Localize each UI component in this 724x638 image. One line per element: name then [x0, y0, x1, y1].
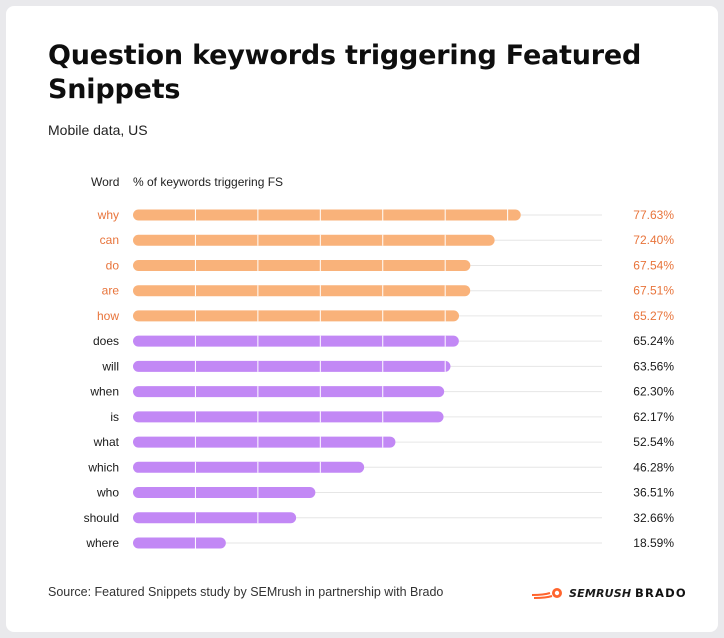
category-label: does: [93, 334, 119, 348]
value-label: 72.40%: [633, 233, 674, 247]
bar: [133, 234, 495, 246]
value-label: 67.51%: [633, 284, 674, 298]
bar: [133, 310, 460, 322]
category-label: why: [97, 208, 119, 222]
category-label: is: [110, 410, 119, 424]
semrush-wordmark: SEMRUSH: [569, 586, 632, 600]
category-label: what: [93, 435, 120, 449]
bar: [133, 259, 471, 271]
bar-chart: Word % of keywords triggering FS why 77.63%…: [84, 175, 675, 550]
category-label: will: [101, 359, 119, 373]
value-label: 18.59%: [633, 536, 674, 550]
bar: [133, 537, 226, 549]
semrush-logo: SEMRUSH: [530, 584, 631, 602]
value-label: 63.56%: [633, 359, 674, 373]
bar: [133, 436, 396, 448]
value-label: 46.28%: [633, 460, 674, 474]
bar: [133, 285, 471, 297]
bar: [133, 360, 451, 372]
value-header: % of keywords triggering FS: [133, 175, 283, 189]
bar: [133, 411, 444, 423]
category-label: can: [100, 233, 119, 247]
bar: [133, 209, 521, 221]
category-label: how: [97, 309, 119, 323]
source-note: Source: Featured Snippets study by SEMru…: [48, 585, 444, 599]
bar: [133, 386, 445, 398]
value-label: 65.24%: [633, 334, 674, 348]
category-label: who: [96, 486, 119, 500]
bar: [133, 487, 316, 499]
category-label: should: [84, 511, 119, 525]
category-label: do: [106, 258, 120, 272]
value-label: 62.17%: [633, 410, 674, 424]
category-header: Word: [91, 175, 119, 189]
category-label: when: [89, 385, 119, 399]
bar: [133, 335, 459, 347]
category-label: where: [85, 536, 119, 550]
value-label: 52.54%: [633, 435, 674, 449]
value-label: 62.30%: [633, 385, 674, 399]
value-label: 65.27%: [633, 309, 674, 323]
value-label: 77.63%: [633, 208, 674, 222]
brado-logo: BRADO: [635, 586, 687, 600]
category-label: are: [102, 284, 120, 298]
semrush-flame-icon: [531, 588, 562, 599]
category-label: which: [87, 460, 119, 474]
value-label: 36.51%: [633, 486, 674, 500]
chart-title: Question keywords triggering Featured Sn…: [48, 40, 642, 105]
value-label: 67.54%: [633, 258, 674, 272]
chart-card: Question keywords triggering Featured Sn…: [6, 6, 718, 632]
bar: [133, 461, 365, 473]
value-label: 32.66%: [633, 511, 674, 525]
chart-subtitle: Mobile data, US: [48, 122, 148, 138]
bar: [133, 512, 297, 524]
